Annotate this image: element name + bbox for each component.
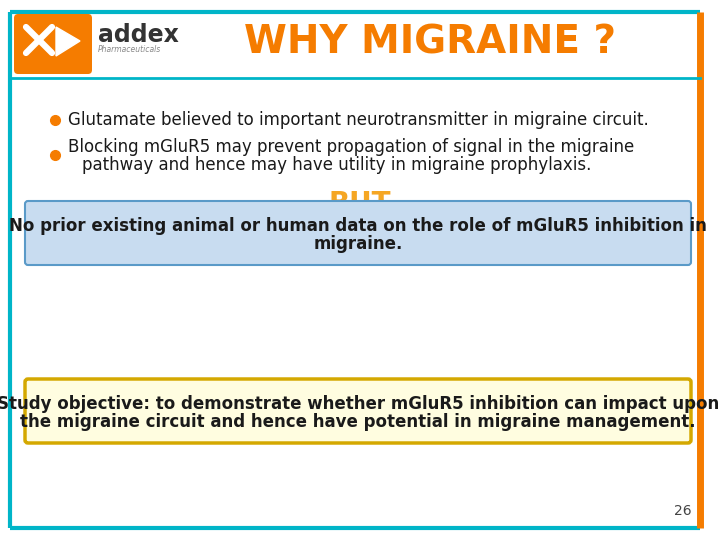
Text: Blocking mGluR5 may prevent propagation of signal in the migraine: Blocking mGluR5 may prevent propagation … <box>68 138 634 156</box>
Polygon shape <box>56 27 80 56</box>
Text: Study objective: to demonstrate whether mGluR5 inhibition can impact upon: Study objective: to demonstrate whether … <box>0 395 719 413</box>
Text: Pharmaceuticals: Pharmaceuticals <box>98 45 161 55</box>
Text: addex: addex <box>98 23 179 47</box>
Text: BUT: BUT <box>329 190 391 218</box>
Text: Glutamate believed to important neurotransmitter in migraine circuit.: Glutamate believed to important neurotra… <box>68 111 649 129</box>
FancyBboxPatch shape <box>25 201 691 265</box>
Text: WHY MIGRAINE ?: WHY MIGRAINE ? <box>244 24 616 62</box>
Text: the migraine circuit and hence have potential in migraine management.: the migraine circuit and hence have pote… <box>20 413 696 431</box>
Text: migraine.: migraine. <box>313 235 402 253</box>
FancyBboxPatch shape <box>25 379 691 443</box>
FancyBboxPatch shape <box>14 14 92 74</box>
Text: 26: 26 <box>675 504 692 518</box>
Text: pathway and hence may have utility in migraine prophylaxis.: pathway and hence may have utility in mi… <box>82 156 591 174</box>
Text: No prior existing animal or human data on the role of mGluR5 inhibition in: No prior existing animal or human data o… <box>9 217 707 235</box>
